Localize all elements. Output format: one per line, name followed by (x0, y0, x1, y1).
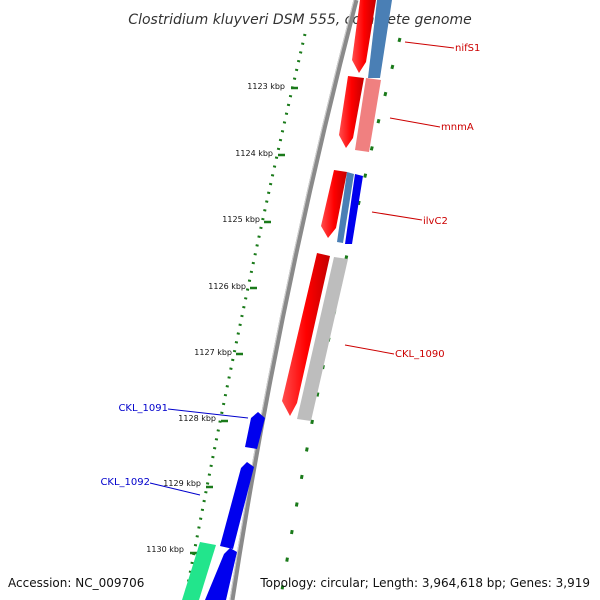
label-ckl1092[interactable]: CKL_1092 (100, 477, 150, 488)
gene-ilvC2-partner-b[interactable] (345, 174, 363, 244)
callout-line (404, 41, 455, 49)
tick-label: 1127 kbp (194, 348, 232, 357)
genome-backbone-highlight (229, 0, 355, 600)
gene-mnmA-partner[interactable] (355, 78, 381, 152)
label-ilvC2[interactable]: ilvC2 (423, 216, 448, 227)
gene-nifS1-forward[interactable] (352, 0, 376, 73)
gene-inner-bottom[interactable] (205, 548, 237, 600)
tick-label: 1126 kbp (208, 282, 246, 291)
gene-teal[interactable] (182, 542, 216, 600)
gene-ckl1090-forward[interactable] (282, 253, 330, 416)
reverse-genes (297, 0, 392, 421)
gene-nifS1-reverse[interactable] (368, 0, 392, 78)
scale-labels: 1123 kbp 1124 kbp 1125 kbp 1126 kbp 1127… (146, 82, 285, 554)
label-ckl1091[interactable]: CKL_1091 (118, 403, 168, 414)
tick-label: 1128 kbp (178, 414, 216, 423)
accession-text: Accession: NC_009706 (8, 576, 144, 590)
label-nifS1[interactable]: nifS1 (455, 43, 480, 54)
genome-backbone (229, 0, 359, 600)
gene-mnmA-forward[interactable] (339, 76, 364, 148)
gene-ilvC2-partner-a[interactable] (337, 172, 354, 243)
callout-line (344, 344, 395, 355)
gene-ckl1091[interactable] (245, 412, 265, 449)
outer-ring-ticks (280, 37, 402, 591)
callout-line (371, 211, 423, 221)
gene-ckl1092[interactable] (220, 462, 254, 549)
scale-ring-dots (183, 33, 307, 600)
label-mnmA[interactable]: mnmA (441, 122, 474, 133)
topology-text: Topology: circular; Length: 3,964,618 bp… (259, 576, 590, 590)
tick-label: 1125 kbp (222, 215, 260, 224)
gene-ckl1090-partner[interactable] (297, 257, 348, 421)
forward-genes (282, 0, 376, 416)
callout-line (389, 117, 441, 128)
scale-ticks (190, 86, 298, 555)
gene-ilvC2-forward[interactable] (321, 170, 347, 238)
inner-genes (182, 412, 265, 600)
map-title: Clostridium kluyveri DSM 555, complete g… (128, 12, 471, 28)
callout-line (167, 408, 249, 419)
callout-line (149, 482, 201, 496)
tick-label: 1124 kbp (235, 149, 273, 158)
tick-label: 1123 kbp (247, 82, 285, 91)
tick-label: 1129 kbp (163, 479, 201, 488)
label-ckl1090[interactable]: CKL_1090 (395, 349, 445, 360)
gene-callouts: nifS1 mnmA ilvC2 CKL_1090 CKL_1091 CKL_1… (100, 41, 480, 496)
tick-label: 1130 kbp (146, 545, 184, 554)
